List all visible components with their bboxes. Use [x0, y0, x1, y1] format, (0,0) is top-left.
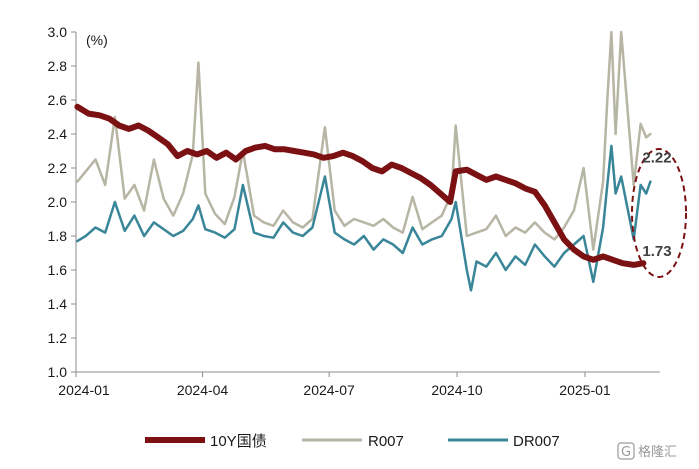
x-tick-label: 2024-04: [177, 382, 229, 398]
y-tick-label: 1.0: [48, 364, 68, 380]
series-line-10y: [74, 103, 647, 268]
legend-label-dr007: DR007: [513, 433, 560, 450]
y-tick-label: 2.8: [48, 58, 68, 74]
watermark-text: 格隆汇: [638, 444, 677, 460]
y-tick-group: 1.0 1.2 1.4 1.6 1.8 2.0 2.2 2.4 2.6 2.8 3.0: [48, 24, 76, 380]
y-tick-label: 1.6: [48, 262, 68, 278]
unit-label: (%): [86, 32, 108, 48]
legend-label-10y: 10Y国债: [210, 433, 267, 450]
y-tick-label: 2.6: [48, 92, 68, 108]
y-tick-label: 2.2: [48, 160, 68, 176]
y-tick-label: 2.4: [48, 126, 68, 142]
legend-label-r007: R007: [368, 433, 404, 450]
x-tick-label: 2025-01: [559, 382, 611, 398]
x-tick-label: 2024-07: [303, 382, 355, 398]
x-tick-label: 2024-01: [58, 382, 110, 398]
watermark-logo-letter: G: [621, 445, 631, 460]
series-line-dr007: [76, 144, 652, 292]
axes-group: [75, 32, 660, 373]
y-tick-label: 1.8: [48, 228, 68, 244]
y-tick-label: 3.0: [48, 24, 68, 40]
series-line-r007: [76, 30, 652, 251]
highlight-ellipse: [631, 148, 687, 278]
y-tick-label: 1.4: [48, 296, 68, 312]
annotation-layer: 2.22 1.73: [642, 150, 671, 260]
x-tick-label: 2024-10: [431, 382, 483, 398]
x-tick-group: 2024-01 2024-04 2024-07 2024-10 2025-01: [58, 372, 611, 398]
y-tick-label: 1.2: [48, 330, 68, 346]
annotation-label: 1.73: [642, 243, 671, 260]
legend: 10Y国债 R007 DR007: [145, 433, 560, 450]
annotation-label: 2.22: [642, 150, 671, 167]
series-layer: [74, 30, 652, 292]
watermark-logo-icon: [617, 442, 635, 460]
y-tick-label: 2.0: [48, 194, 68, 210]
watermark: G 格隆汇: [617, 442, 677, 460]
